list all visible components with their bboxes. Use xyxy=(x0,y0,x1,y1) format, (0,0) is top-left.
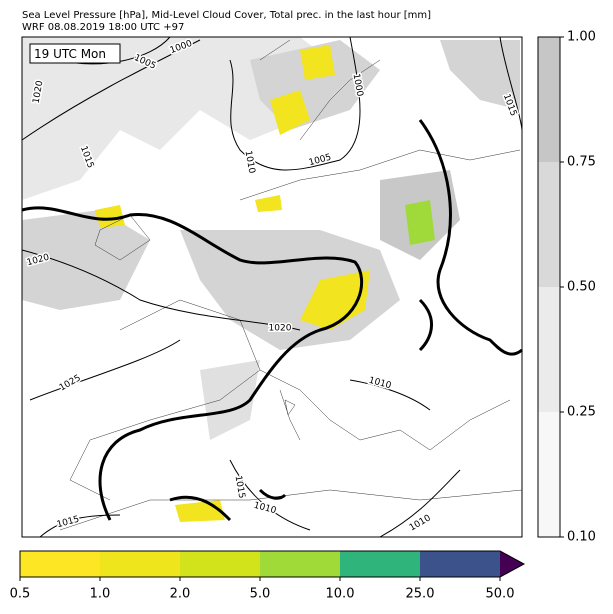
isobar-label: 1020 xyxy=(32,80,46,105)
colorbar-tick-label: 5.0 xyxy=(250,587,271,602)
precip-colorbar: 0.5 1.0 2.0 5.0 10.0 25.0 50.0 xyxy=(10,550,526,602)
colorbar-segment xyxy=(340,551,420,577)
colorbar-segment xyxy=(260,551,340,577)
colorbar-extension xyxy=(500,551,524,577)
colorbar-frame xyxy=(19,550,526,578)
colorbar-segment xyxy=(538,37,560,162)
map-frame xyxy=(21,36,523,538)
colorbar-tick-label: 0.5 xyxy=(10,587,31,602)
colorbar-segment xyxy=(538,287,560,412)
colorbar-tick-label: 10.0 xyxy=(326,587,355,602)
colorbar-tick-label: 0.50 xyxy=(567,280,596,295)
isobars xyxy=(21,36,523,538)
colorbar-segment xyxy=(100,551,180,577)
colorbar-segment xyxy=(420,551,500,577)
colorbar-segment xyxy=(20,551,100,577)
colorbar-tick-label: 0.10 xyxy=(567,530,596,545)
title: Sea Level Pressure [hPa], Mid-Level Clou… xyxy=(22,10,431,21)
coastlines xyxy=(59,39,523,531)
colorbar-segment xyxy=(538,162,560,287)
colorbar-segment xyxy=(180,551,260,577)
subtitle: WRF 08.08.2019 18:00 UTC +97 xyxy=(22,22,184,33)
time-label-box xyxy=(29,43,121,64)
colorbar-tick-label: 2.0 xyxy=(170,587,191,602)
colorbar-tick-label: 1.0 xyxy=(90,587,111,602)
colorbar-tick-label: 0.25 xyxy=(567,405,596,420)
isobar-label: 1020 xyxy=(269,324,292,334)
colorbar-tick-label: 0.75 xyxy=(567,155,596,170)
time-label: 19 UTC Mon xyxy=(34,47,106,61)
colorbar-tick-label: 50.0 xyxy=(486,587,515,602)
cloud-colorbar: 0.10 0.25 0.50 0.75 1.00 xyxy=(537,30,596,545)
colorbar-tick-label: 1.00 xyxy=(567,30,596,45)
colorbar-segment xyxy=(538,412,560,537)
colorbar-tick-label: 25.0 xyxy=(406,587,435,602)
